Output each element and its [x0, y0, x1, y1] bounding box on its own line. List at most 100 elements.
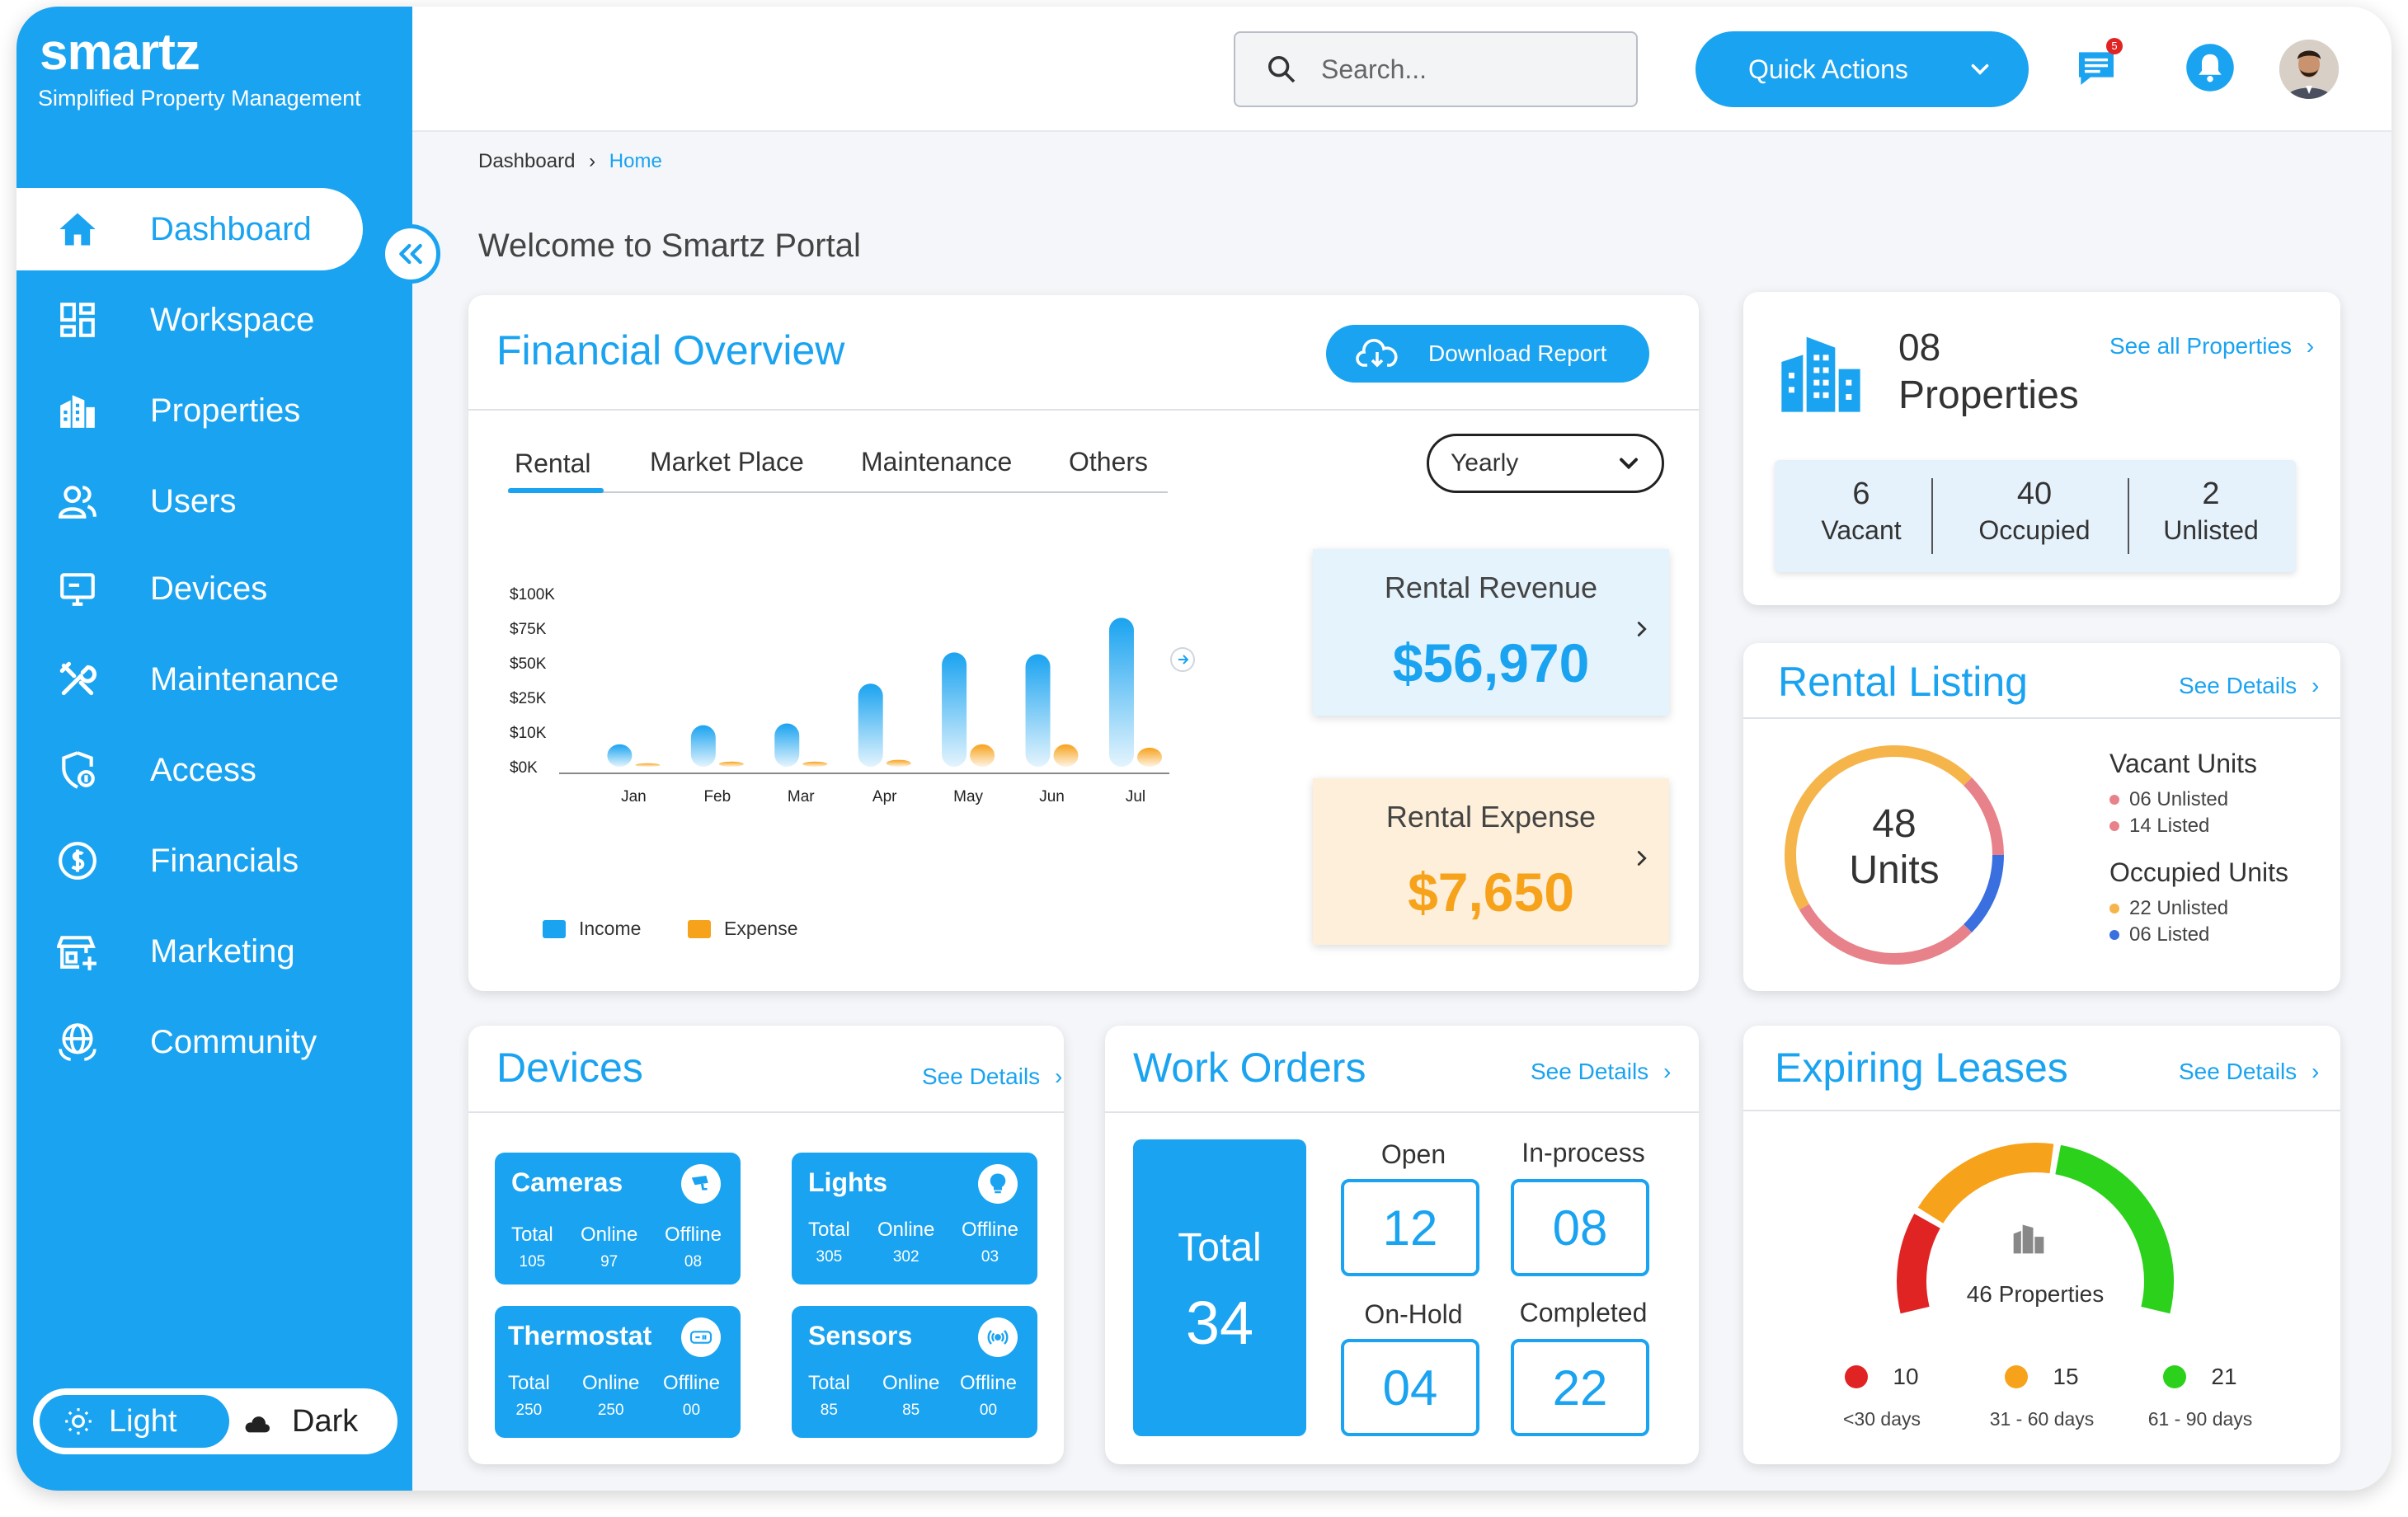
device-tile-sensors[interactable]: Sensors Total 85 Online 85 Offline 00: [792, 1306, 1037, 1438]
chart-next-arrow-icon[interactable]: [1170, 647, 1195, 672]
bar-income[interactable]: [1025, 654, 1051, 768]
open-count[interactable]: 12: [1341, 1179, 1479, 1276]
sidebar-item-devices[interactable]: Devices: [16, 547, 363, 630]
tab-others[interactable]: Others: [1069, 447, 1149, 477]
work-orders-see-details[interactable]: See Details ›: [1531, 1059, 1671, 1085]
inprocess-count[interactable]: 08: [1511, 1179, 1649, 1276]
tab-maintenance[interactable]: Maintenance: [861, 447, 1013, 477]
bar-income[interactable]: [607, 744, 633, 767]
bar-expense[interactable]: [1053, 744, 1079, 767]
sidebar-item-users[interactable]: Users: [16, 460, 363, 542]
chevron-down-icon: [1614, 449, 1644, 478]
lease-count: 15: [2053, 1364, 2079, 1389]
buildings-icon: [54, 387, 101, 434]
rental-listing-see-details[interactable]: See Details ›: [2179, 673, 2319, 699]
sidebar-item-marketing[interactable]: Marketing: [16, 910, 363, 993]
lease-stat-30[interactable]: 10 <30 days: [1808, 1364, 1956, 1430]
devices-see-details[interactable]: See Details ›: [922, 1064, 1062, 1090]
device-name: Sensors: [808, 1321, 913, 1350]
bar-expense[interactable]: [970, 744, 995, 767]
sidebar-item-dashboard[interactable]: Dashboard: [16, 188, 363, 270]
breadcrumb-root[interactable]: Dashboard: [478, 150, 576, 172]
gauge-segment[interactable]: [2054, 1144, 2174, 1314]
onhold-count[interactable]: 04: [1341, 1339, 1479, 1436]
legend-dot: [2109, 930, 2119, 940]
collapse-sidebar-button[interactable]: [381, 224, 440, 284]
donut-segment[interactable]: [1964, 777, 2004, 856]
home-icon: [54, 206, 101, 252]
rental-expense-box[interactable]: Rental Expense $7,650: [1313, 778, 1669, 945]
active-tab-indicator: [508, 488, 604, 493]
theme-light-option[interactable]: Light: [40, 1395, 229, 1448]
y-tick-label: $100K: [510, 586, 555, 604]
chevron-right-icon: ›: [2306, 333, 2315, 359]
bar-expense[interactable]: [635, 763, 661, 767]
search-input[interactable]: Search...: [1234, 31, 1638, 107]
bar-income[interactable]: [1108, 618, 1134, 767]
see-all-properties-link[interactable]: See all Properties ›: [2109, 333, 2314, 359]
rental-listing-card: Rental Listing See Details › 48 Units Va…: [1743, 643, 2340, 991]
device-online: Online 97: [581, 1223, 637, 1271]
work-orders-total[interactable]: Total 34: [1133, 1139, 1306, 1436]
period-select[interactable]: Yearly: [1427, 434, 1664, 493]
financial-overview-title: Financial Overview: [496, 327, 845, 373]
unlisted-stat[interactable]: 2 Unlisted: [2124, 477, 2297, 546]
total-value: 305: [816, 1248, 843, 1266]
bar-income[interactable]: [690, 725, 716, 767]
notifications-button[interactable]: [2184, 41, 2236, 94]
bar-expense[interactable]: [1136, 747, 1162, 767]
user-avatar[interactable]: [2279, 40, 2339, 99]
bar-expense[interactable]: [886, 759, 911, 767]
bar-expense[interactable]: [718, 761, 744, 767]
offline-value: 03: [981, 1248, 999, 1266]
rental-revenue-label: Rental Revenue: [1384, 571, 1598, 604]
sidebar-item-properties[interactable]: Properties: [16, 369, 363, 452]
donut-segment[interactable]: [1964, 854, 2004, 933]
bar-income[interactable]: [774, 723, 800, 768]
gauge-segment[interactable]: [1917, 1143, 2054, 1224]
device-tile-thermostat[interactable]: Thermostat Total 250 Online 250 Offline 00: [495, 1306, 741, 1438]
sidebar-item-maintenance[interactable]: Maintenance: [16, 638, 363, 721]
vacant-stat[interactable]: 6 Vacant: [1775, 477, 1948, 546]
sidebar-item-community[interactable]: Community: [16, 1001, 363, 1083]
sidebar-item-label: Financials: [150, 842, 299, 879]
device-tile-cameras[interactable]: Cameras Total 105 Online 97 Offline 08: [495, 1153, 741, 1285]
expiring-leases-see-details[interactable]: See Details ›: [2179, 1059, 2319, 1085]
theme-toggle[interactable]: Light Dark: [33, 1388, 397, 1454]
brand-logo[interactable]: smartz: [40, 24, 200, 81]
devices-card: Devices See Details › Cameras Total 105 O…: [468, 1026, 1064, 1464]
messages-button[interactable]: 5: [2070, 38, 2123, 94]
lease-dot-green: [2163, 1365, 2187, 1388]
total-value: 105: [519, 1253, 546, 1270]
cloud-download-icon: [1356, 337, 1399, 370]
bar-income[interactable]: [942, 652, 967, 767]
breadcrumb-current[interactable]: Home: [609, 150, 662, 172]
rental-expense-value: $7,650: [1408, 862, 1574, 923]
online-label: Online: [581, 1223, 638, 1246]
bar-expense[interactable]: [802, 761, 828, 767]
tab-market-place[interactable]: Market Place: [650, 447, 804, 477]
see-details-label: See Details: [2179, 673, 2297, 698]
legend-label: Expense: [724, 918, 798, 939]
sidebar-item-access[interactable]: Access: [16, 729, 363, 811]
occupied-stat[interactable]: 40 Occupied: [1948, 477, 2121, 546]
theme-dark-option[interactable]: Dark: [241, 1395, 358, 1448]
legend-swatch: [688, 920, 711, 938]
lease-stat-60[interactable]: 15 31 - 60 days: [1968, 1364, 2116, 1430]
gauge-segment[interactable]: [1897, 1214, 1940, 1314]
see-details-label: See Details: [1531, 1059, 1649, 1084]
quick-actions-button[interactable]: Quick Actions: [1695, 31, 2029, 107]
donut-segment[interactable]: [1799, 904, 1973, 965]
x-tick-label: Apr: [872, 788, 897, 805]
completed-count[interactable]: 22: [1511, 1339, 1649, 1436]
offline-value: 08: [684, 1253, 703, 1270]
sidebar-item-workspace[interactable]: Workspace: [16, 279, 363, 361]
lease-stat-90[interactable]: 21 61 - 90 days: [2126, 1364, 2274, 1430]
device-tile-lights[interactable]: Lights Total 305 Online 302 Offline 03: [792, 1153, 1037, 1285]
bar-income[interactable]: [858, 683, 883, 767]
rental-revenue-box[interactable]: Rental Revenue $56,970: [1313, 549, 1669, 716]
tab-rental[interactable]: Rental: [515, 449, 591, 478]
donut-segment[interactable]: [1785, 745, 1973, 910]
download-report-button[interactable]: Download Report: [1326, 325, 1649, 383]
sidebar-item-financials[interactable]: Financials: [16, 820, 363, 902]
